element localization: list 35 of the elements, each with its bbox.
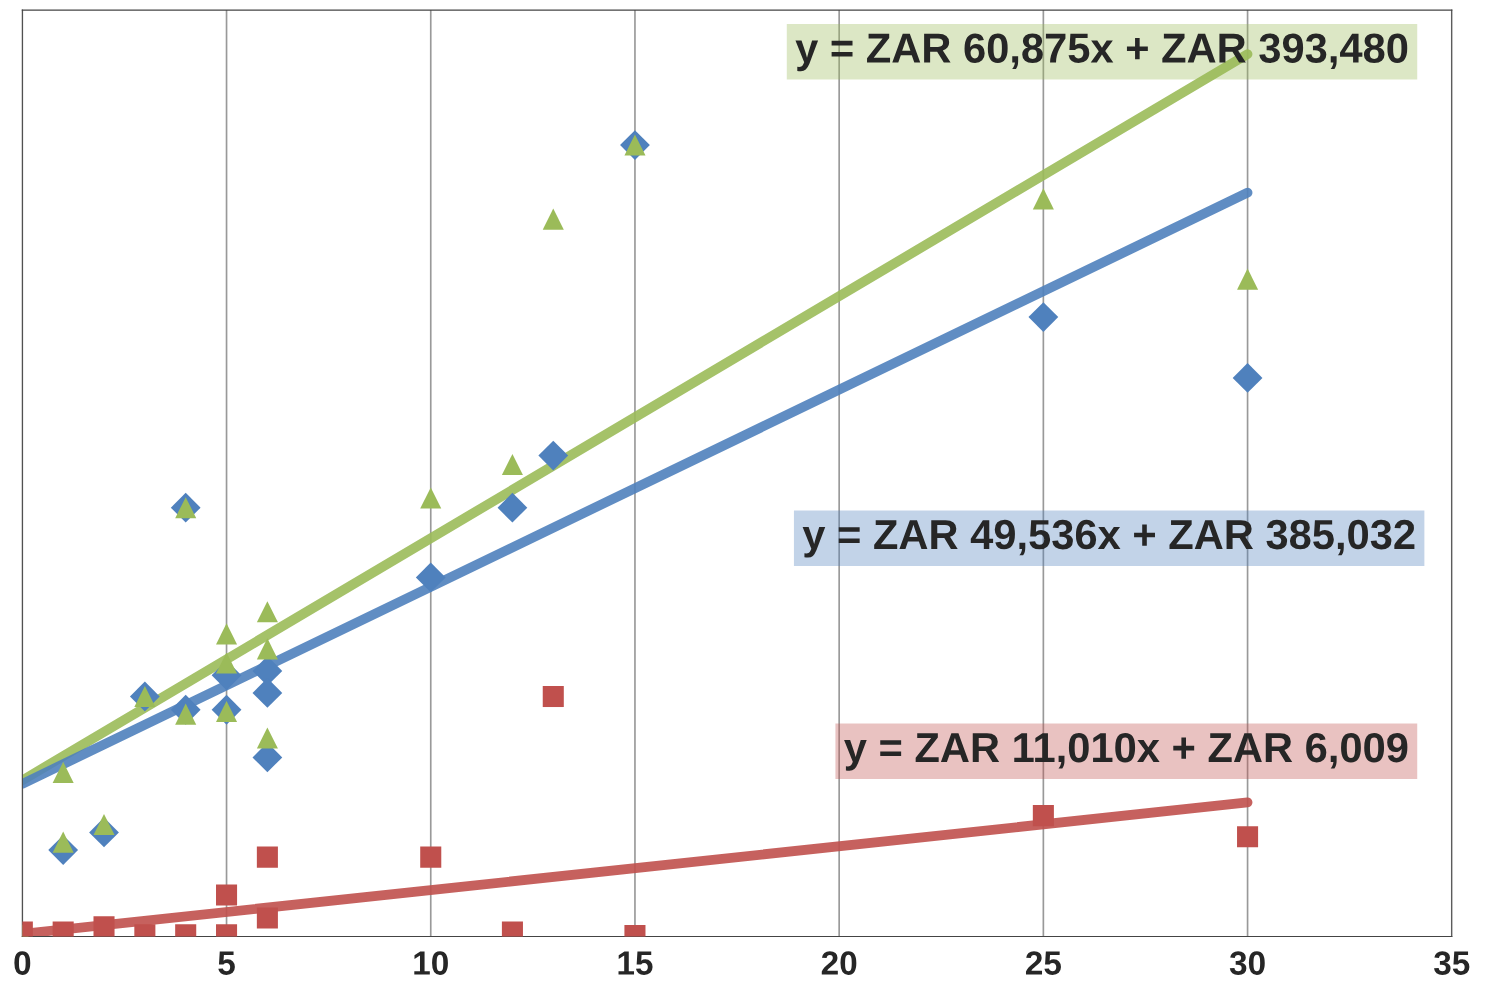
point [216,652,238,674]
point [1237,826,1259,848]
point [1032,188,1054,210]
point [415,562,446,593]
point [1232,363,1263,393]
point [497,492,528,523]
point [542,685,564,708]
point [256,907,278,929]
point [256,601,278,623]
annotation: y = ZAR 60,875x + ZAR 393,480 [795,33,1408,72]
point [52,761,74,783]
point [216,623,238,645]
x-tick-label: 0 [14,951,31,975]
x-tick-label: 20 [821,951,857,975]
x-tick-label: 15 [618,951,653,975]
x-tick-label: 10 [414,951,448,975]
point [1237,268,1259,290]
x-tick-label: 30 [1229,951,1265,975]
point [256,638,278,660]
annotation: y = ZAR 11,010x + ZAR 6,009 [844,732,1408,771]
point [216,884,238,906]
x-tick-label: 35 [1434,951,1470,975]
x-tick-label: 5 [218,951,235,975]
point [420,487,442,509]
point [256,846,278,868]
point [542,208,564,230]
point [1032,805,1054,827]
point [538,440,569,471]
point [256,727,278,749]
point [501,453,523,475]
x-tick-label: 25 [1025,951,1061,975]
point [93,916,115,937]
annotation: y = ZAR 49,536x + ZAR 385,032 [802,519,1415,558]
point [1028,302,1059,332]
point [420,846,442,868]
